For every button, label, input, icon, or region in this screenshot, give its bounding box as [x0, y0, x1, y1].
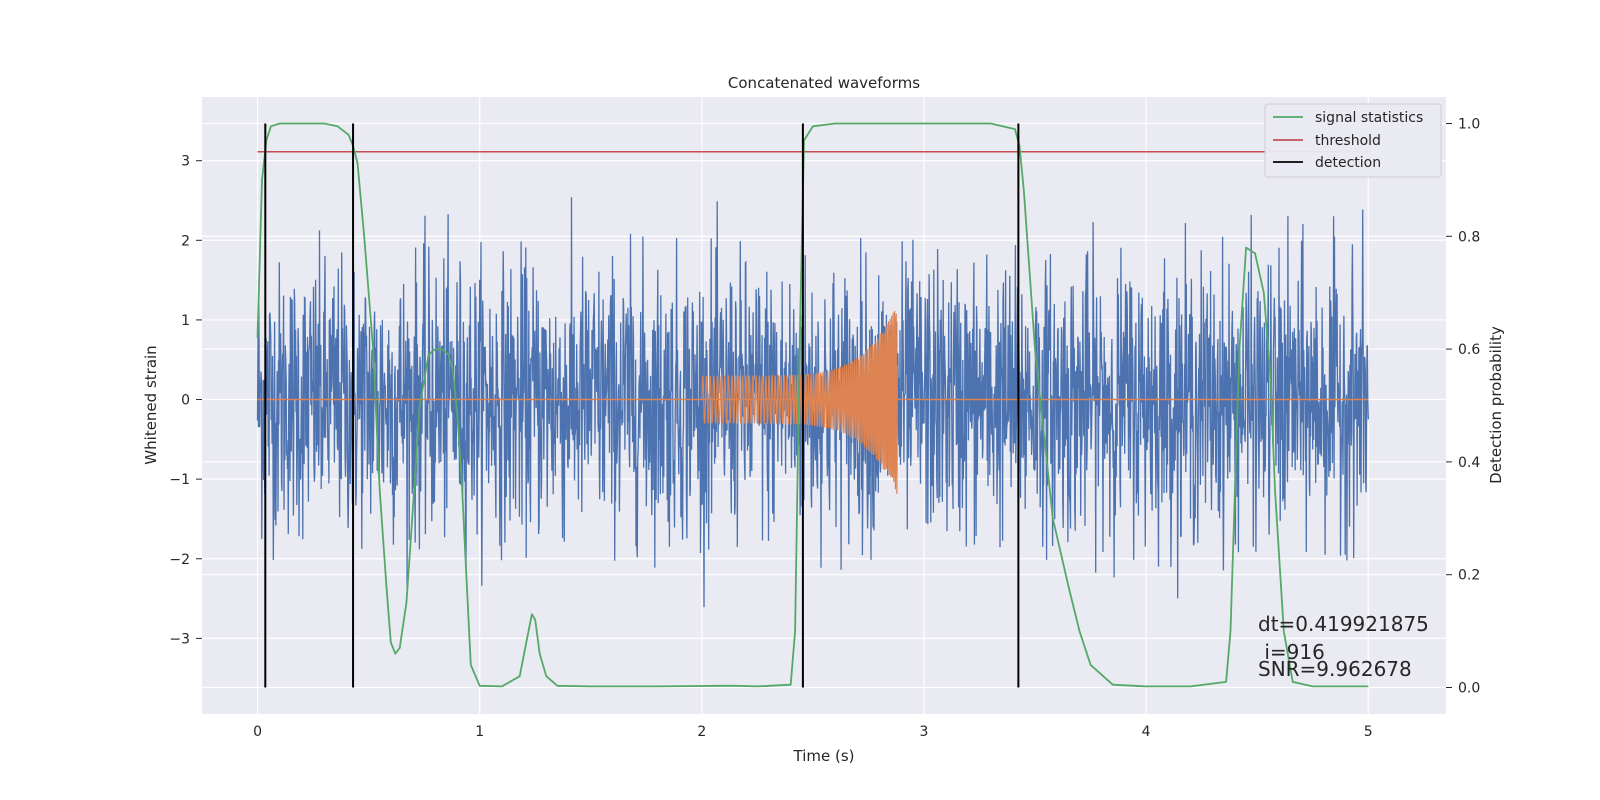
annotation-dt: dt=0.419921875: [1258, 612, 1429, 636]
y-tick-label: 1: [181, 313, 190, 329]
x-tick-label: 2: [697, 724, 706, 740]
y-tick-label: 3: [181, 154, 190, 170]
legend-label-detection: detection: [1315, 155, 1381, 171]
x-tick-label: 3: [920, 724, 929, 740]
y2-axis-label: Detection probability: [1487, 326, 1505, 484]
y2-tick-label: 0.8: [1458, 229, 1480, 245]
y2-tick-label: 1.0: [1458, 117, 1480, 133]
axes-tick-labels: 0 1 2 3 4 5 −3 −2 −1 0 1 2 3 0.0 0.2 0.4 0.6 0.8 1.0: [169, 117, 1480, 740]
signal-statistics-line: [256, 122, 1369, 688]
signal-statistics-series: [256, 122, 1369, 688]
legend-label-threshold: threshold: [1315, 133, 1381, 149]
x-tick-label: 4: [1142, 724, 1151, 740]
legend-label-signal-statistics: signal statistics: [1315, 110, 1423, 126]
x-tick-label: 5: [1364, 724, 1373, 740]
y2-tick-label: 0.6: [1458, 342, 1480, 358]
y-tick-label: 2: [181, 233, 190, 249]
annotation-index: i=916: [1258, 640, 1325, 664]
y2-tick-label: 0.2: [1458, 568, 1480, 584]
y2-tick-label: 0.4: [1458, 455, 1480, 471]
annotation-snr: SNR=9.962678: [1258, 657, 1412, 681]
injected-waveform-series: [257, 310, 1369, 494]
y2-tick-label: 0.0: [1458, 680, 1480, 696]
legend-box: [1264, 103, 1442, 178]
x-tick-label: 0: [253, 724, 262, 740]
y-tick-label: 0: [181, 393, 190, 409]
y-axis-label: Whitened strain: [142, 345, 160, 464]
injected-waveform-chirp: [701, 310, 898, 494]
y-tick-label: −3: [169, 631, 190, 647]
y-tick-label: −1: [169, 472, 190, 488]
chart-title: Concatenated waveforms: [728, 74, 920, 92]
x-tick-label: 1: [475, 724, 484, 740]
x-axis-label: Time (s): [793, 747, 855, 765]
y-tick-label: −2: [169, 552, 190, 568]
legend: signal statistics threshold detection: [1264, 103, 1442, 178]
